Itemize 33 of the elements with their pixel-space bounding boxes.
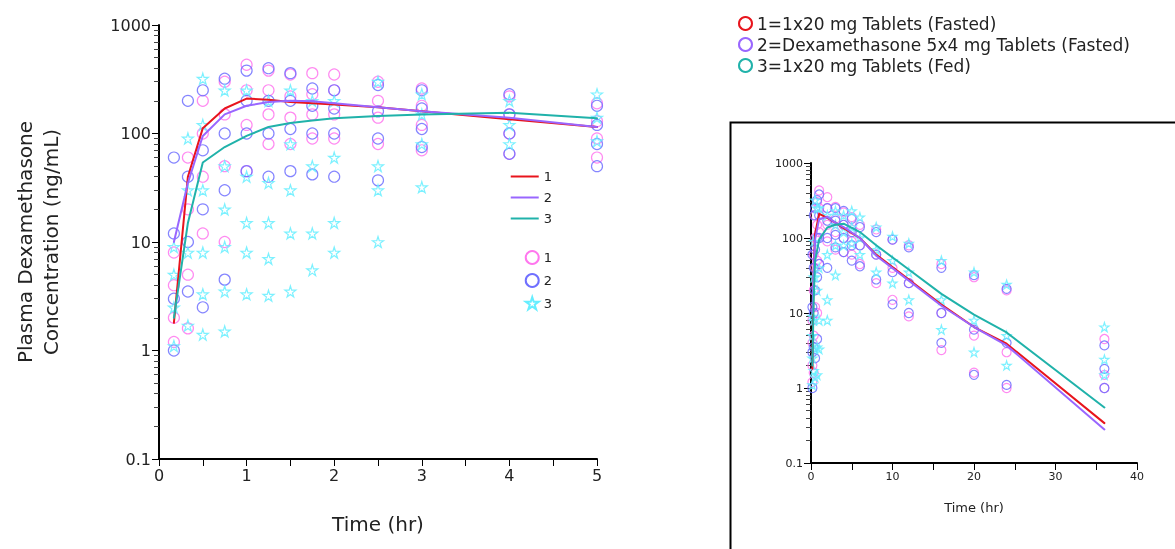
- y-tick-label: 10: [130, 232, 151, 252]
- legend-label: 2=Dexamethasone 5x4 mg Tablets (Fasted): [757, 34, 1130, 55]
- y-tick-label: 10: [789, 306, 803, 320]
- x-tick-label: 20: [967, 470, 981, 483]
- legend-label: 1=1x20 mg Tablets (Fasted): [757, 13, 997, 34]
- y-axis-title: Plasma Dexamethasone Concentration (ng/mL): [13, 120, 63, 364]
- legend-label: 1: [543, 250, 553, 265]
- legend-label: 3=1x20 mg Tablets (Fed): [757, 55, 971, 76]
- legend-label: 3: [543, 295, 553, 311]
- legend-label: 1: [543, 169, 553, 184]
- y-tick-label: 0.1: [125, 449, 151, 469]
- legend-label: 2: [543, 190, 553, 205]
- x-axis-title: Time (hr): [943, 499, 1004, 515]
- x-axis-title: Time (hr): [331, 512, 424, 536]
- y-tick-label: 1000: [775, 156, 803, 170]
- x-tick-label: 0: [807, 470, 815, 483]
- y-tick-label: 100: [782, 231, 803, 245]
- y-tick-label: 0.1: [785, 456, 803, 470]
- x-tick-label: 40: [1130, 470, 1144, 483]
- y-tick-label: 100: [120, 124, 151, 143]
- x-tick-label: 2: [329, 465, 340, 485]
- legend-label: 2: [543, 273, 553, 288]
- x-tick-label: 3: [416, 465, 427, 485]
- x-tick-label: 1: [241, 465, 252, 485]
- y-tick-label: 1: [796, 381, 803, 395]
- x-tick-label: 30: [1048, 470, 1063, 483]
- y-tick-label: 1000: [110, 15, 151, 35]
- x-tick-label: 5: [591, 465, 603, 485]
- x-tick-label: 0: [153, 465, 165, 485]
- legend-label: 3: [543, 211, 553, 226]
- x-tick-label: 4: [504, 465, 515, 485]
- x-tick-label: 10: [885, 470, 900, 483]
- y-tick-label: 1: [140, 341, 151, 360]
